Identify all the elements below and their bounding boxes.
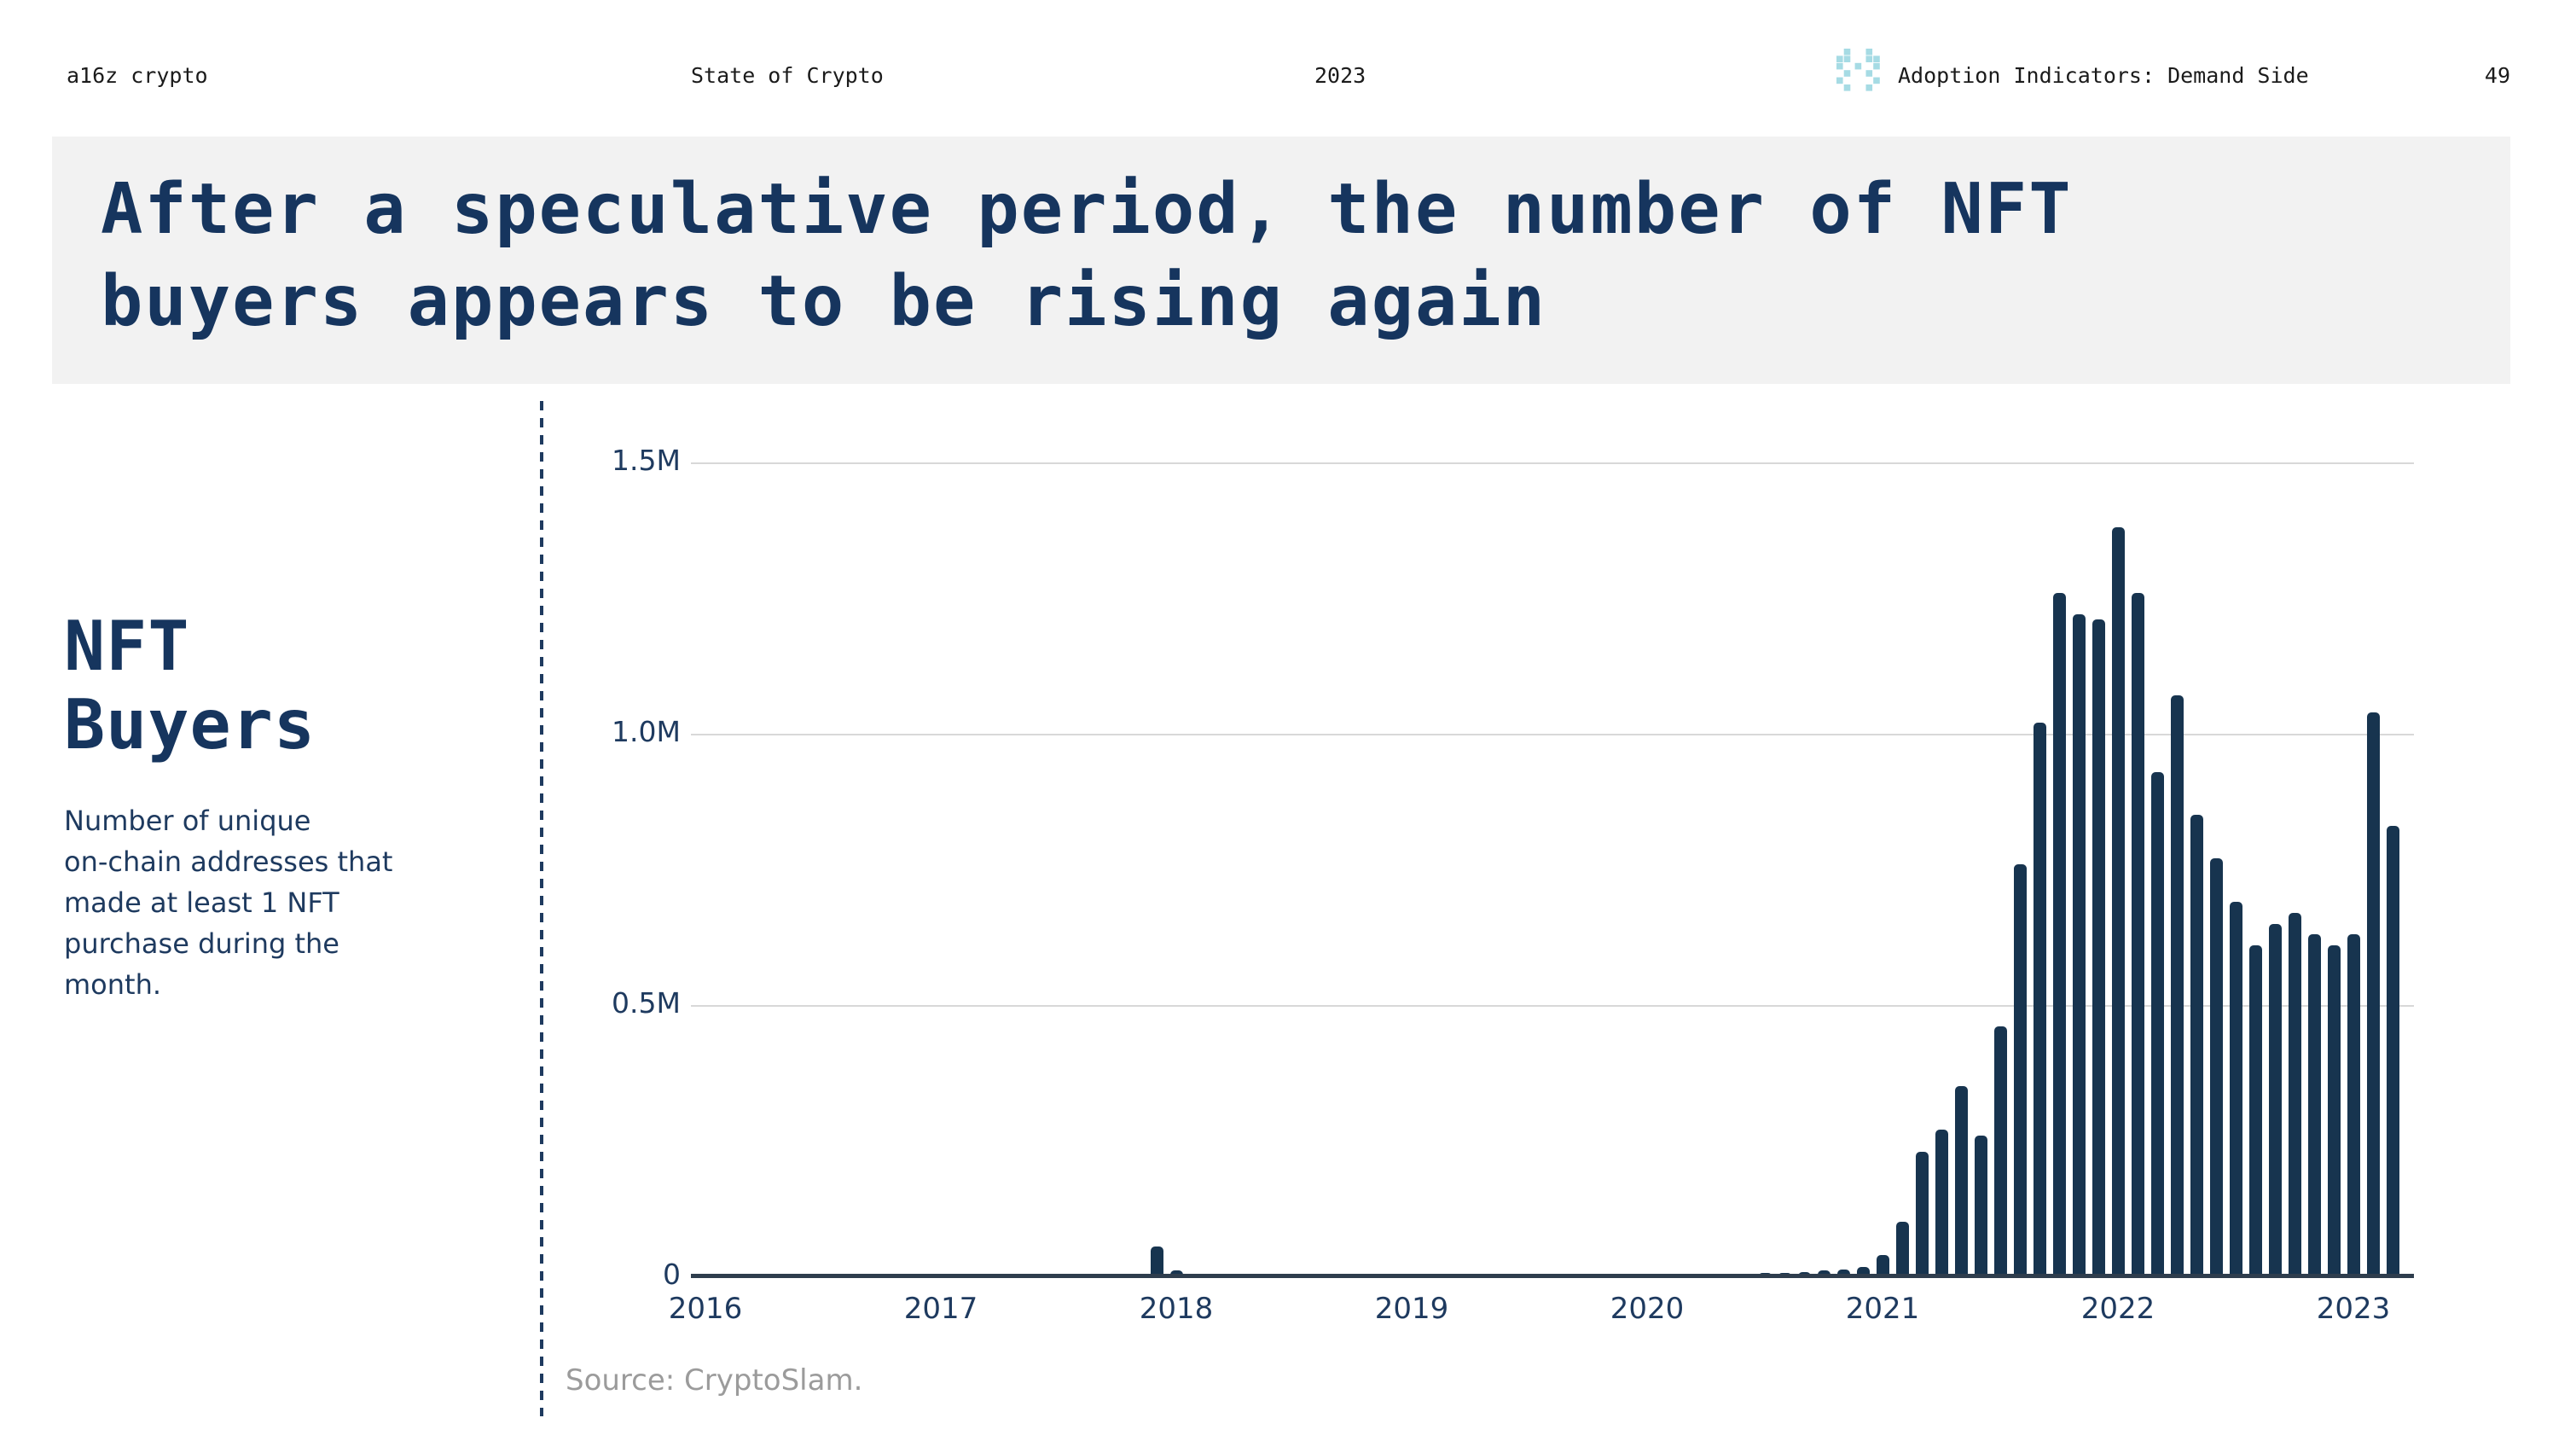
report-year: 2023 — [1314, 63, 1366, 88]
chart-bar-2022-02 — [2131, 593, 2144, 1276]
chart-bar-2021-05 — [1954, 1086, 1968, 1276]
chart-bar-2022-09 — [2268, 924, 2282, 1276]
dashed-divider — [540, 401, 543, 1416]
chart-bar-2020-11 — [1836, 1270, 1850, 1276]
chart-bar-2022-04 — [2170, 695, 2184, 1276]
y-tick-label: 1.0M — [612, 715, 681, 748]
chart-bar-2021-08 — [2013, 864, 2027, 1276]
chart-bar-2021-04 — [1935, 1130, 1948, 1276]
chart-bar-2022-03 — [2150, 772, 2164, 1276]
x-tick-label-2023: 2023 — [2316, 1292, 2391, 1326]
report-title: State of Crypto — [691, 63, 884, 88]
chart-bar-2022-10 — [2288, 913, 2301, 1276]
chart-bar-2022-07 — [2229, 902, 2242, 1276]
chart-bar-2021-09 — [2033, 723, 2046, 1276]
chart-bar-2021-01 — [1876, 1255, 1889, 1276]
x-tick-label-2016: 2016 — [668, 1292, 743, 1326]
x-axis-line — [691, 1274, 2414, 1278]
chart-bar-2021-02 — [1895, 1222, 1909, 1276]
chart-bar-2023-03 — [2386, 826, 2399, 1276]
chart-bar-2021-06 — [1974, 1136, 1987, 1276]
x-tick-label-2022: 2022 — [2080, 1292, 2155, 1326]
chart-bar-2022-12 — [2327, 945, 2341, 1276]
chart-bar-2022-01 — [2111, 527, 2125, 1276]
chart-bar-2021-03 — [1915, 1152, 1929, 1276]
source-note: Source: CryptoSlam. — [566, 1363, 863, 1398]
x-tick-label-2019: 2019 — [1374, 1292, 1449, 1326]
chart-bar-2021-07 — [1993, 1026, 2007, 1276]
chart-bar-2021-10 — [2052, 593, 2066, 1276]
chart-bar-2022-05 — [2190, 815, 2203, 1276]
brand-label: a16z crypto — [67, 63, 208, 88]
chart-bar-2021-11 — [2072, 614, 2086, 1276]
metric-description: Number of unique on-chain addresses that… — [64, 805, 393, 1001]
chart-bar-2022-08 — [2248, 945, 2262, 1276]
x-tick-label-2017: 2017 — [903, 1292, 978, 1326]
x-tick-label-2018: 2018 — [1139, 1292, 1214, 1326]
gridline-1.0M — [691, 734, 2414, 735]
y-tick-label: 0.5M — [612, 986, 681, 1020]
y-tick-label: 1.5M — [612, 444, 681, 477]
gridline-1.5M — [691, 462, 2414, 464]
chart-bar-2023-02 — [2366, 712, 2380, 1276]
chart-bar-2018-01 — [1169, 1270, 1183, 1276]
x-tick-label-2021: 2021 — [1845, 1292, 1920, 1326]
metric-heading: NFT Buyers — [64, 607, 316, 764]
chart-bar-2023-01 — [2347, 934, 2360, 1276]
page-number: 49 — [2484, 63, 2510, 88]
chart-bar-2020-10 — [1817, 1270, 1830, 1276]
chart-bar-2021-12 — [2092, 619, 2105, 1276]
y-tick-label: 0 — [663, 1258, 681, 1291]
chart-bar-2022-06 — [2209, 858, 2223, 1276]
section-label: Adoption Indicators: Demand Side — [1898, 63, 2309, 88]
chart-bar-2020-12 — [1856, 1267, 1870, 1276]
chart-bar-2022-11 — [2307, 934, 2321, 1276]
title-band: After a speculative period, the number o… — [52, 137, 2510, 384]
gridline-0.5M — [691, 1005, 2414, 1007]
chart-bar-2017-12 — [1150, 1247, 1163, 1276]
x-tick-label-2020: 2020 — [1610, 1292, 1685, 1326]
page-title: After a speculative period, the number o… — [101, 169, 2073, 342]
bar-chart — [691, 427, 2414, 1276]
pixel-logo-icon — [1836, 49, 1880, 91]
